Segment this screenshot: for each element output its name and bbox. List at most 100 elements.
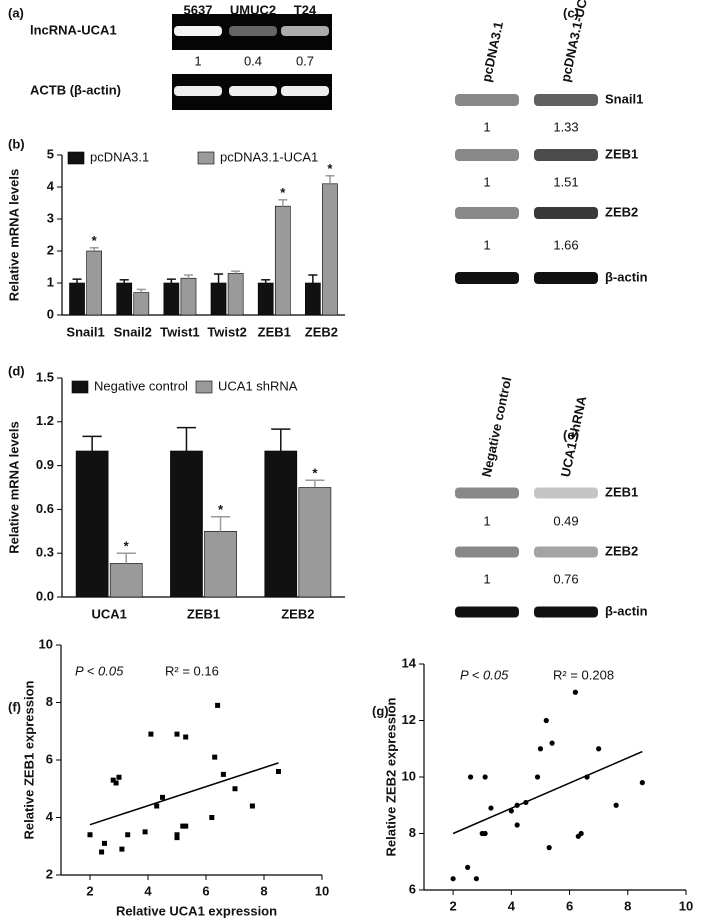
band-value: 0.76	[553, 571, 578, 586]
row-label: β-actin	[605, 603, 648, 618]
point	[160, 794, 165, 800]
annotation: P < 0.05	[75, 663, 124, 678]
legend-swatch	[71, 380, 89, 394]
x-tick-label: 4	[144, 883, 152, 898]
y-tick-label: 0.6	[36, 501, 54, 516]
band	[455, 272, 519, 284]
legend-label: pcDNA3.1	[90, 149, 149, 164]
point	[183, 823, 189, 829]
band-value: 0.7	[296, 53, 314, 68]
x-tick-label: Twist1	[160, 324, 200, 339]
legend-swatch	[67, 151, 85, 165]
y-tick-label: 0.3	[36, 545, 54, 560]
annotation: P < 0.05	[460, 667, 509, 682]
point	[174, 832, 180, 838]
point	[613, 802, 619, 808]
lane-label: Negative control	[479, 376, 515, 479]
x-tick-label: 10	[315, 883, 329, 898]
point	[482, 774, 488, 780]
y-axis-title: Relative mRNA levels	[6, 169, 21, 301]
y-tick-label: 10	[39, 636, 53, 651]
significance-marker: *	[218, 502, 224, 517]
bar	[180, 277, 197, 316]
row-label: ZEB1	[605, 484, 638, 499]
bar	[298, 487, 332, 598]
lane-label: pcDNA3.1	[479, 20, 506, 83]
band-value: 1	[483, 237, 490, 252]
bar	[69, 282, 85, 316]
y-tick-label: 14	[402, 655, 417, 670]
panel-label: (a)	[8, 5, 24, 20]
point	[232, 786, 238, 792]
point	[450, 876, 456, 882]
x-tick-label: 8	[624, 898, 631, 913]
point	[119, 846, 125, 852]
point	[596, 746, 602, 752]
bar	[274, 205, 291, 316]
y-tick-label: 8	[409, 825, 416, 840]
legend-swatch	[195, 380, 213, 394]
x-tick-label: 6	[566, 898, 573, 913]
x-tick-label: ZEB1	[187, 606, 220, 621]
y-axis-title: Relative ZEB1 expression	[21, 680, 36, 839]
significance-marker: *	[124, 539, 130, 554]
y-tick-label: 1	[47, 274, 54, 289]
x-tick-label: Twist2	[207, 324, 247, 339]
row-label: ZEB2	[605, 204, 638, 219]
panel-label: (e)	[563, 427, 579, 442]
row-label: ZEB2	[605, 543, 638, 558]
y-tick-label: 10	[402, 768, 416, 783]
x-tick-label: ZEB2	[305, 324, 338, 339]
point	[174, 835, 180, 841]
point	[154, 803, 160, 809]
point	[209, 815, 215, 820]
band-value: 1	[483, 571, 490, 586]
y-tick-label: 0	[47, 306, 54, 321]
bar	[257, 282, 274, 316]
y-axis-title: Relative ZEB2 expression	[383, 697, 398, 856]
x-tick-label: Snail1	[66, 324, 104, 339]
panel-label: (b)	[8, 136, 25, 151]
point	[543, 717, 549, 724]
lane-label: T24	[294, 2, 317, 17]
point	[174, 731, 180, 737]
point	[220, 771, 226, 777]
annotation: R² = 0.208	[553, 667, 614, 682]
lane-label: UMUC2	[230, 2, 276, 17]
band	[534, 94, 598, 106]
band	[455, 487, 519, 499]
bar	[322, 183, 338, 316]
y-tick-label: 12	[402, 712, 416, 727]
band-value: 1.33	[553, 119, 578, 134]
x-tick-label: ZEB2	[281, 606, 314, 621]
point	[572, 689, 578, 695]
point	[99, 849, 105, 855]
y-tick-label: 3	[47, 210, 54, 225]
y-tick-label: 1.5	[36, 369, 54, 384]
row-label: β-actin	[605, 269, 648, 284]
y-tick-label: 2	[47, 242, 54, 257]
bar	[109, 563, 143, 598]
band-value: 1	[194, 53, 201, 68]
point	[467, 774, 474, 780]
point	[537, 746, 544, 752]
band	[455, 546, 519, 558]
row-label: ACTB (β-actin)	[30, 82, 121, 97]
point	[180, 823, 186, 829]
x-tick-label: UCA1	[91, 606, 126, 621]
legend-label: pcDNA3.1-UCA1	[220, 149, 318, 164]
x-tick-label: 8	[260, 883, 267, 898]
y-tick-label: 6	[409, 881, 416, 896]
y-tick-label: 5	[47, 146, 54, 161]
row-label: lncRNA-UCA1	[30, 22, 117, 37]
band-value: 0.49	[553, 513, 578, 528]
x-tick-label: 6	[202, 883, 209, 898]
band	[534, 606, 598, 618]
bar	[86, 250, 102, 316]
y-axis-title: Relative mRNA levels	[6, 421, 21, 553]
band	[455, 207, 519, 219]
annotation: R² = 0.16	[165, 663, 219, 678]
bar	[227, 273, 244, 316]
x-tick-label: Snail2	[114, 324, 152, 339]
significance-marker: *	[327, 161, 333, 176]
